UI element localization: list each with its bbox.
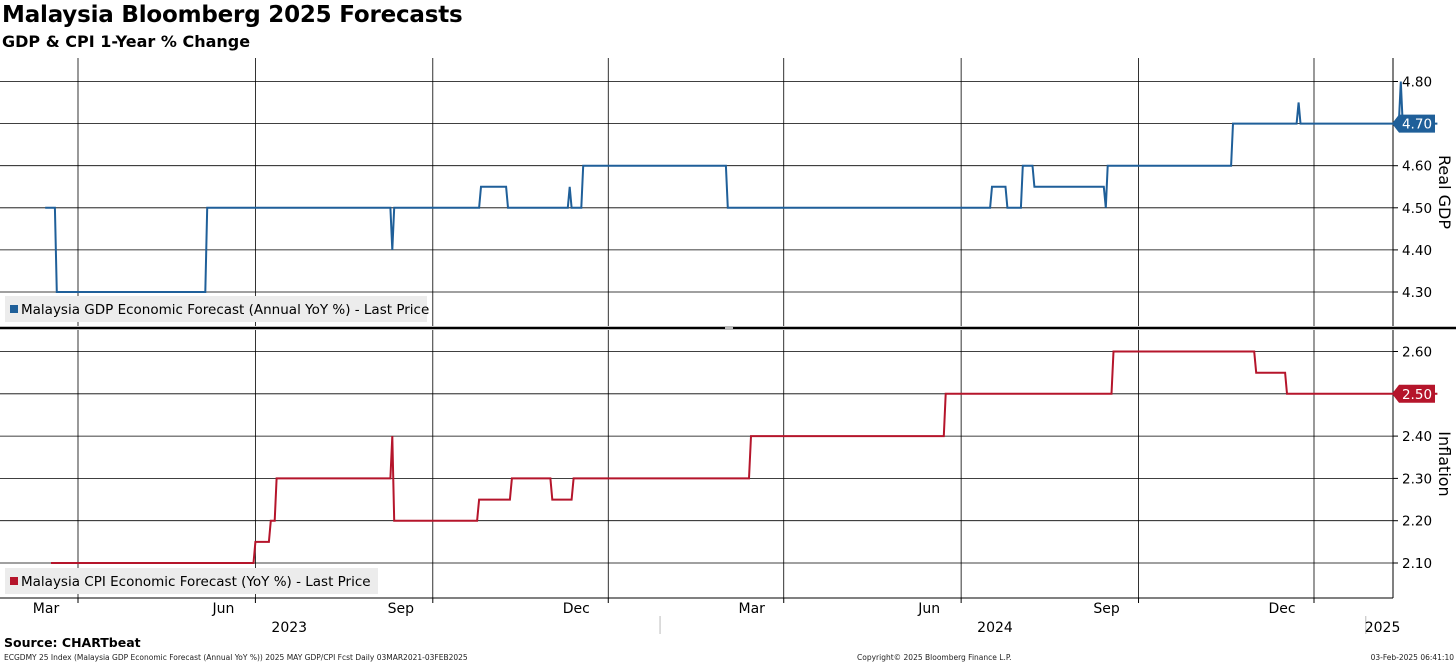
y-tick-label: 2.60 bbox=[1402, 345, 1432, 361]
x-month-label: Sep bbox=[388, 601, 415, 617]
y-tick-label: 2.40 bbox=[1402, 429, 1432, 445]
x-year-label: 2024 bbox=[977, 620, 1013, 636]
x-month-label: Dec bbox=[1268, 601, 1295, 617]
legend-swatch bbox=[10, 305, 18, 313]
chart-subtitle: GDP & CPI 1-Year % Change bbox=[2, 32, 251, 51]
x-month-label: Mar bbox=[33, 601, 60, 617]
y-axis-title: Inflation bbox=[1435, 431, 1454, 496]
legend-label: Malaysia CPI Economic Forecast (YoY %) -… bbox=[21, 574, 371, 590]
x-year-label: 2025 bbox=[1365, 620, 1401, 636]
x-month-label: Mar bbox=[739, 601, 766, 617]
source-note: Source: CHARTbeat bbox=[4, 635, 141, 650]
chart-title: Malaysia Bloomberg 2025 Forecasts bbox=[2, 2, 463, 28]
last-value-tag bbox=[1392, 384, 1435, 403]
x-month-label: Dec bbox=[563, 601, 590, 617]
x-month-label: Jun bbox=[917, 601, 940, 617]
y-tick-label: 4.60 bbox=[1402, 159, 1432, 175]
y-tick-label: 4.80 bbox=[1402, 75, 1432, 91]
x-month-label: Jun bbox=[211, 601, 234, 617]
legend-label: Malaysia GDP Economic Forecast (Annual Y… bbox=[21, 302, 429, 318]
y-tick-label: 4.40 bbox=[1402, 243, 1432, 259]
footer-series-description: ECGDMY 25 Index (Malaysia GDP Economic F… bbox=[4, 653, 468, 662]
y-tick-label: 2.20 bbox=[1402, 514, 1432, 530]
y-tick-label: 4.50 bbox=[1402, 201, 1432, 217]
last-value-label: 2.50 bbox=[1402, 387, 1432, 403]
series-line bbox=[51, 350, 1438, 564]
legend-swatch bbox=[10, 577, 18, 585]
y-tick-label: 2.10 bbox=[1402, 556, 1432, 572]
y-tick-label: 2.30 bbox=[1402, 471, 1432, 487]
panel-resize-handle bbox=[725, 326, 733, 330]
y-axis-title: Real GDP bbox=[1435, 155, 1454, 229]
y-tick-label: 4.30 bbox=[1402, 285, 1432, 301]
cpi-panel: 2.102.202.302.402.502.60Inflation2.50Mal… bbox=[0, 330, 1454, 598]
x-year-label: 2023 bbox=[271, 620, 307, 636]
x-month-label: Sep bbox=[1093, 601, 1120, 617]
legend-box bbox=[5, 296, 427, 322]
footer-timestamp: 03-Feb-2025 06:41:10 bbox=[1370, 653, 1454, 662]
last-value-label: 4.70 bbox=[1402, 117, 1432, 133]
series-line bbox=[45, 81, 1438, 293]
footer-copyright: Copyright© 2025 Bloomberg Finance L.P. bbox=[857, 653, 1012, 662]
legend-box bbox=[5, 568, 378, 594]
last-value-tag bbox=[1392, 114, 1435, 133]
